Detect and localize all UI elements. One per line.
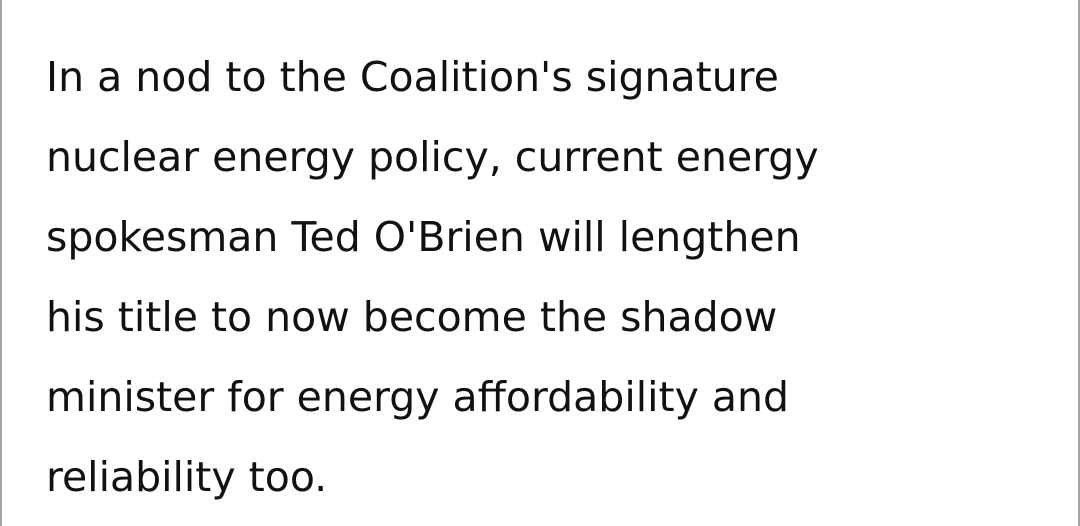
paragraph-line-1: In a nod to the Coalition's signature [46,53,779,101]
paragraph-line-4: his title to now become the shadow [46,293,778,341]
paragraph-line-3: spokesman Ted O'Brien will lengthen [46,213,801,261]
article-paragraph: In a nod to the Coalition's signature nu… [46,37,1056,517]
paragraph-line-5: minister for energy affordability and [46,373,790,421]
paragraph-line-2: nuclear energy policy, current energy [46,133,819,181]
paragraph-line-6: reliability too. [46,453,328,501]
